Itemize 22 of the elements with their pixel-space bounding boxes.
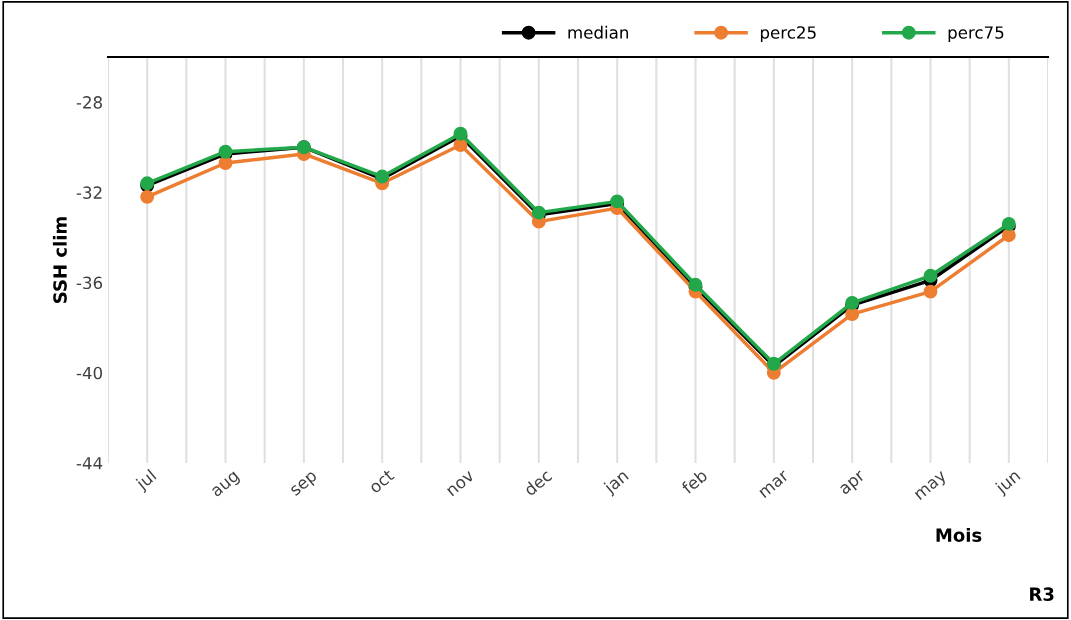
x-tick-label: jun [993, 468, 1023, 497]
x-tick-label: jul [134, 468, 159, 494]
y-tick-label: -28 [76, 96, 102, 109]
x-tick-label: feb [680, 468, 709, 495]
y-tick-label: -40 [76, 366, 103, 380]
x-tick-label: nov [446, 470, 475, 497]
x-tick-label: apr [839, 470, 868, 498]
legend-label: perc25 [760, 26, 816, 42]
x-tick-label: sep [290, 471, 320, 499]
x-tick-label: oct [368, 468, 395, 494]
y-tick-label: -36 [76, 276, 103, 290]
y-tick-label: -44 [76, 457, 103, 470]
x-tick-label: mar [759, 470, 790, 499]
x-tick-label: dec [522, 468, 553, 497]
x-axis-title: Mois [936, 527, 982, 542]
text: R3 [1030, 587, 1054, 601]
x-tick-label: jan [602, 468, 631, 497]
x-tick-label: aug [211, 471, 242, 500]
legend-label: perc75 [948, 26, 1004, 42]
y-axis-title: SSH clim [52, 217, 67, 303]
legend-label: median [568, 25, 629, 39]
y-tick-label: -32 [76, 186, 102, 199]
